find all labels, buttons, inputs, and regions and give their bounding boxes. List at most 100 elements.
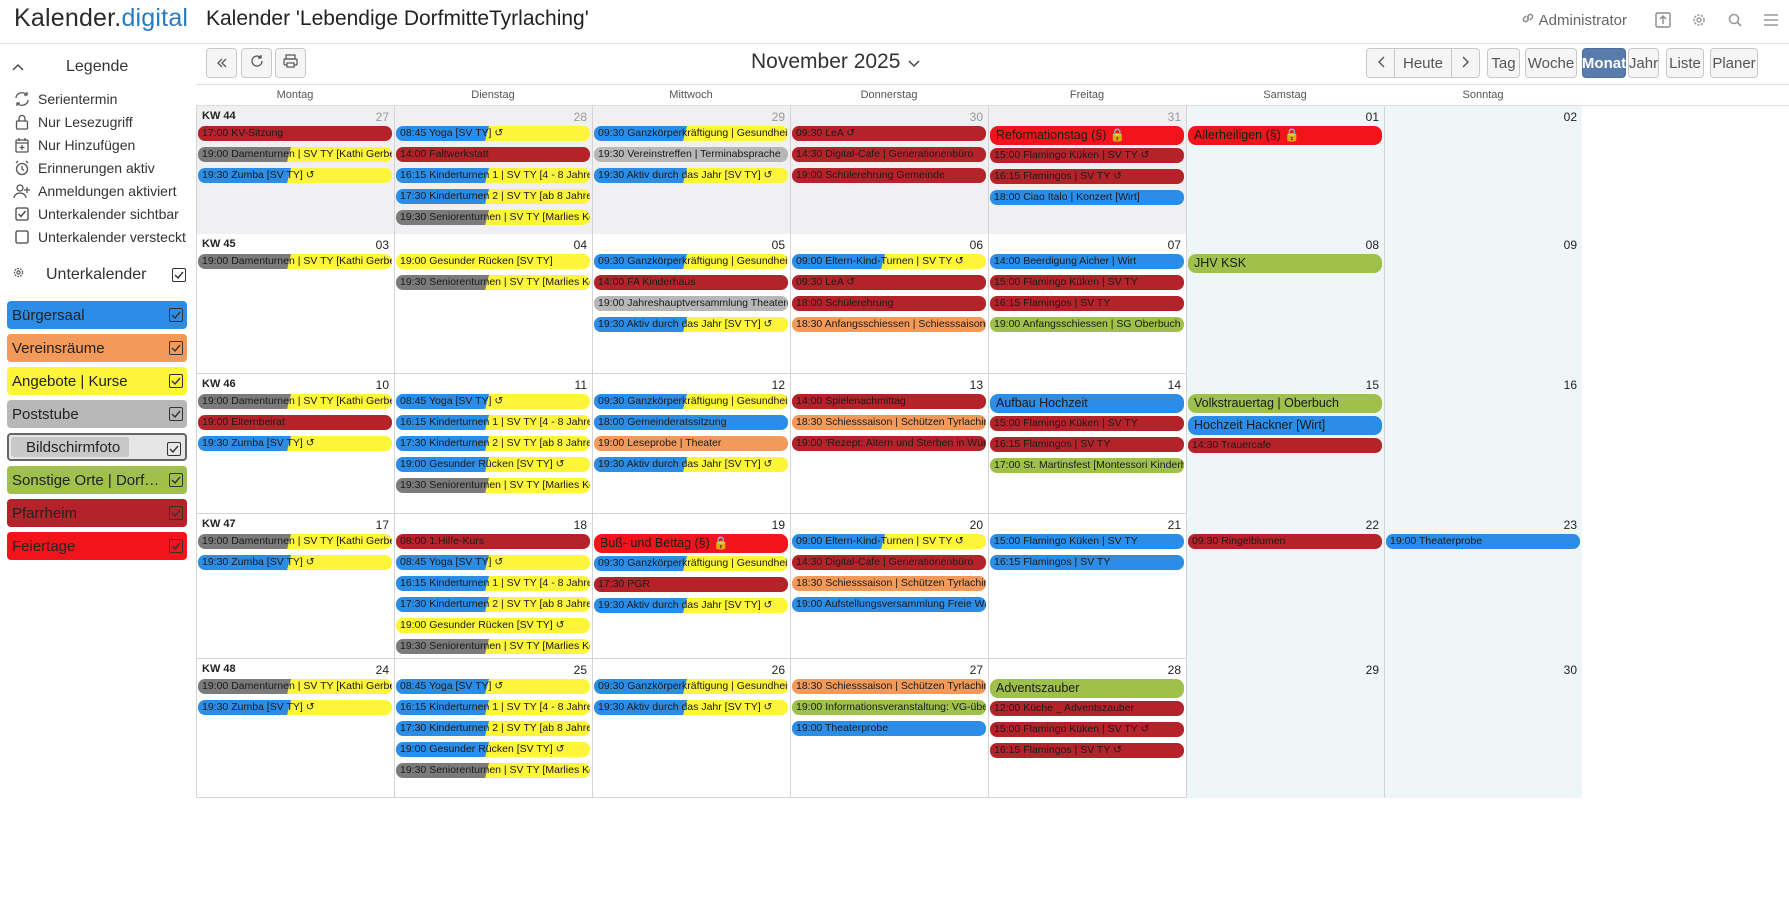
calendar-event[interactable]: 14:30 Digital-Cafe | Generationenbüro [792,147,986,162]
day-number[interactable]: 16 [1563,378,1577,392]
calendar-event[interactable]: 19:00 Damenturnen | SV TY [Kathi Gerber]… [198,147,392,162]
calendar-event[interactable]: 14:30 Trauercafe [1188,438,1382,453]
view-tag-button[interactable]: Tag [1487,48,1520,78]
day-cell[interactable]: 23 19:00 Theaterprobe [1384,514,1582,659]
chevron-up-icon[interactable] [12,58,24,76]
day-cell[interactable]: 22 09:30 Ringelblumen [1186,514,1384,659]
calendar-event[interactable]: 08:45 Yoga [SV TY] ↺ [396,555,590,570]
calendar-event[interactable]: 19:00 Gesunder Rücken [SV TY] ↺ [396,742,590,757]
calendar-event[interactable]: 19:30 Aktiv durch das Jahr [SV TY] ↺ [594,457,788,472]
next-month-button[interactable] [1451,48,1480,78]
day-number[interactable]: 19 [771,518,785,532]
subcalendar-visible-checkbox[interactable] [169,539,183,553]
print-button[interactable] [275,48,306,78]
day-cell[interactable]: KW 45 03 19:00 Damenturnen | SV TY [Kathi … [196,234,394,374]
month-selector[interactable]: November 2025 [751,50,920,74]
day-number[interactable]: 28 [573,110,587,124]
subcalendar-item[interactable]: Bürgersaal [7,301,187,329]
calendar-event[interactable]: 09:00 Eltern-Kind-Turnen | SV TY ↺ [792,254,986,269]
calendar-event[interactable]: 19:30 Vereinstreffen | Terminabsprache [594,147,788,162]
day-cell[interactable]: 28 Adventszauber 12:00 Küche _ Adventszaub… [988,659,1186,798]
calendar-event[interactable]: 15:00 Flamingo Küken | SV TY ↺ [990,722,1184,737]
day-number[interactable]: 09 [1563,238,1577,252]
calendar-event[interactable]: 14:00 Faltwerkstatt [396,147,590,162]
day-number[interactable]: 31 [1167,110,1181,124]
calendar-event[interactable]: 19:30 Seniorenturnen | SV TY [Marlies Ke… [396,275,590,290]
calendar-event[interactable]: 19:00 Anfangsschiessen | SG Oberbuch [990,317,1184,332]
calendar-event[interactable]: 12:00 Küche _ Adventszauber [990,701,1184,716]
calendar-event[interactable]: 18:00 Gemeinderatssitzung [594,415,788,430]
day-number[interactable]: 03 [375,238,389,252]
view-woche-button[interactable]: Woche [1525,48,1577,78]
day-cell[interactable]: 09 [1384,234,1582,374]
calendar-event[interactable]: 09:30 LeA ↺ [792,126,986,141]
day-cell[interactable]: 20 09:00 Eltern-Kind-Turnen | SV TY ↺ 14:3… [790,514,988,659]
calendar-event[interactable]: 16:15 Flamingos | SV TY [990,555,1184,570]
day-cell[interactable]: 04 19:00 Gesunder Rücken [SV TY] 19:30 Sen… [394,234,592,374]
calendar-event[interactable]: 19:00 Jahreshauptversammlung Theatergrup… [594,296,788,311]
calendar-event[interactable]: 16:15 Flamingos | SV TY [990,437,1184,452]
day-number[interactable]: 17 [375,518,389,532]
day-cell[interactable]: 05 09:30 Ganzkörperkräftigung | Gesundhei… [592,234,790,374]
day-number[interactable]: 20 [969,518,983,532]
week-number[interactable]: KW 47 [202,518,236,530]
day-number[interactable]: 21 [1167,518,1181,532]
day-number[interactable]: 23 [1563,518,1577,532]
day-number[interactable]: 26 [771,663,785,677]
calendar-event[interactable]: 19:00 Damenturnen | SV TY [Kathi Gerber]… [198,254,392,269]
day-number[interactable]: 28 [1167,663,1181,677]
day-cell[interactable]: 29 09:30 Ganzkörperkräftigung | Gesundhei… [592,106,790,234]
day-number[interactable]: 24 [375,663,389,677]
day-number[interactable]: 02 [1563,110,1577,124]
calendar-event[interactable]: 19:30 Zumba [SV TY] ↺ [198,555,392,570]
gear-icon[interactable] [1681,2,1717,38]
calendar-event[interactable]: 09:30 Ganzkörperkräftigung | Gesundheits… [594,679,788,694]
calendar-event[interactable]: 19:00 Aufstellungsversammlung Freie Wähl… [792,597,986,612]
calendar-event[interactable]: 19:00 Leseprobe | Theater [594,436,788,451]
day-cell[interactable]: 27 18:30 Schiesssaison | Schützen Tyrlach… [790,659,988,798]
gear-icon[interactable] [12,266,25,284]
calendar-event[interactable]: 15:00 Flamingo Küken | SV TY ↺ [990,148,1184,163]
day-cell[interactable]: 30 09:30 LeA ↺ 14:30 Digital-Cafe | Genera… [790,106,988,234]
day-cell[interactable]: KW 47 17 19:00 Damenturnen | SV TY [Kathi … [196,514,394,659]
subcalendar-visible-checkbox[interactable] [169,374,183,388]
calendar-event[interactable]: 19:30 Seniorenturnen | SV TY [Marlies Ke… [396,210,590,225]
day-cell[interactable]: KW 44 27 17:00 KV-Sitzung 19:00 Damenturnen… [196,106,394,234]
calendar-event[interactable]: 19:00 Theaterprobe [792,721,986,736]
day-number[interactable]: 18 [573,518,587,532]
calendar-event[interactable]: 17:30 Kinderturnen 2 | SV TY [ab 8 Jahre… [396,721,590,736]
day-number[interactable]: 12 [771,378,785,392]
day-number[interactable]: 04 [573,238,587,252]
calendar-event[interactable]: 19:00 Theaterprobe [1386,534,1580,549]
day-number[interactable]: 27 [375,110,389,124]
subcalendar-item[interactable]: Angebote | Kurse [7,367,187,395]
calendar-event[interactable]: 19:30 Zumba [SV TY] ↺ [198,168,392,183]
subcalendar-visible-checkbox[interactable] [169,506,183,520]
calendar-event[interactable]: 19:00 Gesunder Rücken [SV TY] ↺ [396,457,590,472]
day-cell[interactable]: 25 08:45 Yoga [SV TY] ↺ 16:15 Kinderturnen… [394,659,592,798]
calendar-event[interactable]: Reformationstag (§) 🔒 [990,126,1184,145]
calendar-event[interactable]: 18:00 Ciao Italo | Konzert [Wirt] [990,190,1184,205]
calendar-event[interactable]: 08:00 1.Hilfe-Kurs [396,534,590,549]
day-number[interactable]: 13 [969,378,983,392]
calendar-event[interactable]: 15:00 Flamingo Küken | SV TY [990,275,1184,290]
day-number[interactable]: 08 [1365,238,1379,252]
calendar-event[interactable]: JHV KSK [1188,254,1382,273]
share-icon[interactable] [1645,2,1681,38]
calendar-event[interactable]: 16:15 Flamingos | SV TY ↺ [990,169,1184,184]
calendar-event[interactable]: 14:00 Beerdigung Aicher | Wirt [990,254,1184,269]
calendar-event[interactable]: 09:30 Ganzkörperkräftigung | Gesundheits… [594,394,788,409]
search-icon[interactable] [1717,2,1753,38]
calendar-event[interactable]: 09:30 Ganzkörperkräftigung | Gesundheits… [594,556,788,571]
calendar-event[interactable]: 15:00 Flamingo Küken | SV TY [990,534,1184,549]
collapse-sidebar-button[interactable] [206,48,237,78]
calendar-event[interactable]: 18:00 Schülerehrung [792,296,986,311]
calendar-event[interactable]: 16:15 Flamingos | SV TY [990,296,1184,311]
calendar-event[interactable]: 08:45 Yoga [SV TY] ↺ [396,126,590,141]
calendar-event[interactable]: 19:00 Damenturnen | SV TY [Kathi Gerber]… [198,394,392,409]
day-cell[interactable]: 12 09:30 Ganzkörperkräftigung | Gesundhei… [592,374,790,514]
calendar-event[interactable]: 15:00 Flamingo Küken | SV TY [990,416,1184,431]
subcalendar-visible-checkbox[interactable] [169,341,183,355]
day-cell[interactable]: KW 46 10 19:00 Damenturnen | SV TY [Kathi … [196,374,394,514]
day-cell[interactable]: 02 [1384,106,1582,234]
